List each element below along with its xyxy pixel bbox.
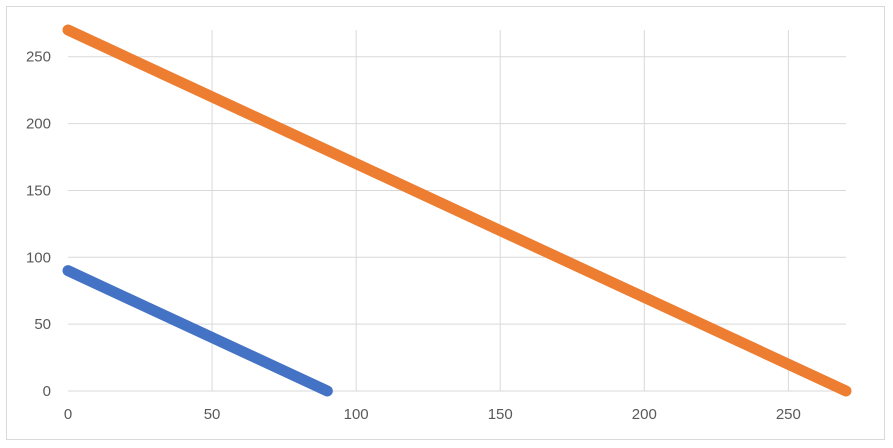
y-tick-label: 250 (26, 49, 51, 66)
series-1-line (62, 265, 333, 397)
x-tick-label: 200 (632, 406, 657, 423)
x-tick-label: 100 (344, 406, 369, 423)
y-tick-label: 150 (26, 182, 51, 199)
y-axis-tick-labels: 0 50 100 150 200 250 (26, 49, 51, 400)
x-axis-tick-labels: 0 50 100 150 200 250 (64, 406, 801, 423)
gridlines (68, 30, 846, 392)
y-tick-label: 200 (26, 116, 51, 133)
x-tick-label: 50 (204, 406, 221, 423)
series-2-line (62, 24, 852, 397)
chart-area (6, 6, 885, 440)
x-tick-label: 0 (64, 406, 72, 423)
y-tick-label: 50 (34, 316, 51, 333)
x-tick-label: 250 (776, 406, 801, 423)
x-tick-label: 150 (488, 406, 513, 423)
y-tick-label: 0 (43, 383, 51, 400)
y-tick-label: 100 (26, 249, 51, 266)
data-series (62, 24, 852, 397)
